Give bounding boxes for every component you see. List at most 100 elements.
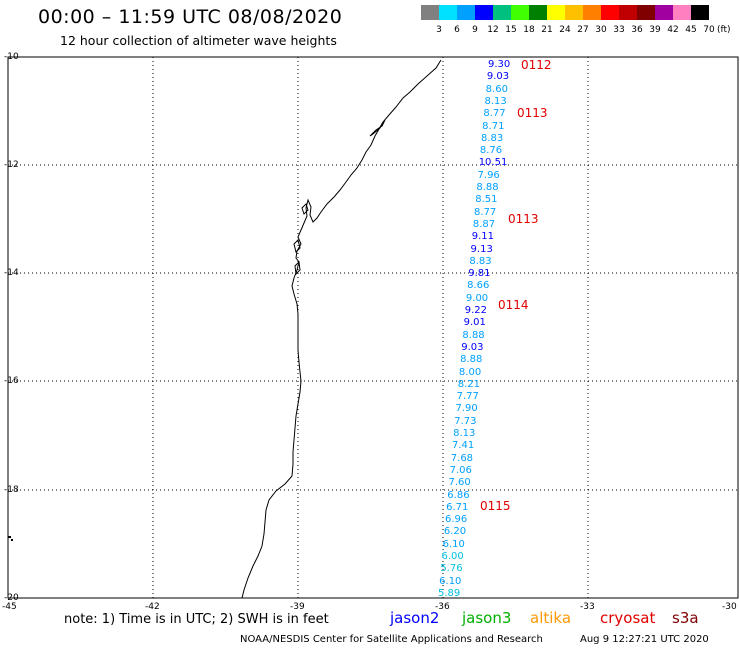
satellite-legend-item: cryosat bbox=[600, 609, 656, 627]
satellite-legend-item: jason2 bbox=[390, 609, 440, 627]
wave-height-value: 6.20 bbox=[443, 526, 467, 538]
scale-swatch bbox=[457, 5, 475, 20]
coastline-island bbox=[294, 260, 301, 276]
satellite-legend-item: s3a bbox=[672, 609, 699, 627]
scale-swatch bbox=[529, 5, 547, 20]
scale-label: 30 bbox=[595, 25, 607, 35]
x-tick-label: -33 bbox=[580, 602, 595, 612]
coastline bbox=[241, 59, 442, 599]
map-subtitle: 12 hour collection of altimeter wave hei… bbox=[60, 33, 337, 48]
wave-height-value: 8.51 bbox=[475, 194, 498, 206]
wave-height-value: 9.81 bbox=[468, 268, 491, 280]
generation-timestamp: Aug 9 12:27:21 UTC 2020 bbox=[580, 634, 709, 645]
wave-height-value: 7.90 bbox=[455, 403, 478, 415]
wave-height-value: 6.96 bbox=[444, 514, 468, 526]
scale-label: 18 bbox=[523, 25, 535, 35]
scale-label: 70 bbox=[703, 25, 715, 35]
wave-height-value: 8.66 bbox=[467, 280, 490, 292]
wave-height-value: 7.60 bbox=[448, 477, 471, 489]
scale-label: 39 bbox=[649, 25, 661, 35]
satellite-legend-item: jason3 bbox=[462, 609, 512, 627]
scale-swatch bbox=[601, 5, 619, 20]
y-tick-label: -12 bbox=[4, 160, 19, 170]
scale-label: 9 bbox=[472, 25, 478, 35]
wave-height-value: 6.00 bbox=[441, 551, 464, 563]
scale-swatch bbox=[565, 5, 583, 20]
wave-height-value: 7.73 bbox=[454, 415, 477, 427]
coastline-inlet bbox=[369, 119, 386, 137]
wave-height-value: 8.83 bbox=[469, 255, 492, 267]
y-tick-label: -14 bbox=[4, 268, 19, 278]
scale-label: 3 bbox=[436, 25, 442, 35]
wave-height-value: 8.21 bbox=[457, 378, 481, 390]
map-frame bbox=[7, 56, 739, 599]
scale-label: 33 bbox=[613, 25, 625, 35]
wave-height-value: 6.10 bbox=[439, 575, 462, 587]
wave-height-value: 8.71 bbox=[482, 120, 505, 132]
y-tick-label: -10 bbox=[4, 52, 19, 62]
y-tick-label: -18 bbox=[4, 485, 19, 495]
scale-swatch bbox=[619, 5, 637, 20]
wave-height-value: 8.87 bbox=[472, 218, 496, 230]
scale-swatch bbox=[475, 5, 493, 20]
y-tick-label: -16 bbox=[4, 376, 19, 386]
scale-swatch bbox=[547, 5, 565, 20]
coastline-island bbox=[293, 239, 301, 253]
wave-height-value: 9.00 bbox=[465, 292, 489, 304]
island-marker bbox=[8, 536, 11, 538]
wave-height-value: 7.41 bbox=[451, 440, 475, 452]
wave-height-value: 8.77 bbox=[474, 206, 497, 218]
scale-swatch bbox=[637, 5, 655, 20]
wave-height-value: 6.86 bbox=[447, 489, 470, 501]
wave-height-value: 8.76 bbox=[479, 145, 503, 157]
scale-label: 6 bbox=[454, 25, 460, 35]
track-label: 0114 bbox=[498, 298, 529, 312]
wave-height-value: 9.03 bbox=[461, 341, 484, 353]
scale-label: 27 bbox=[577, 25, 589, 35]
wave-height-value: 10.51 bbox=[478, 157, 508, 169]
grid-lines bbox=[8, 57, 738, 598]
wave-height-value: 9.11 bbox=[471, 231, 494, 243]
wave-height-value: 8.88 bbox=[476, 182, 499, 194]
x-tick-label: -45 bbox=[2, 602, 17, 612]
track-label: 0115 bbox=[480, 499, 511, 513]
scale-swatch bbox=[691, 5, 709, 20]
wave-height-value: 7.96 bbox=[477, 169, 500, 181]
wave-height-value: 8.13 bbox=[453, 428, 476, 440]
wave-height-value: 5.76 bbox=[440, 563, 463, 575]
x-tick-label: -42 bbox=[145, 602, 160, 612]
wave-height-value: 6.71 bbox=[446, 501, 469, 513]
wave-height-value: 7.68 bbox=[450, 452, 474, 464]
wave-height-value: 8.83 bbox=[481, 132, 504, 144]
x-tick-label: -36 bbox=[435, 602, 450, 612]
track-label: 0113 bbox=[517, 106, 548, 120]
wave-height-value: 9.22 bbox=[464, 305, 487, 317]
map-title: 00:00 – 11:59 UTC 08/08/2020 bbox=[38, 6, 343, 28]
coastline-island bbox=[301, 203, 309, 215]
scale-label: 45 bbox=[685, 25, 697, 35]
satellite-legend-item: altika bbox=[530, 609, 572, 627]
wave-height-value: 8.60 bbox=[485, 83, 508, 95]
scale-unit: (ft) bbox=[717, 25, 731, 35]
scale-label: 21 bbox=[541, 25, 553, 35]
wave-height-value: 7.77 bbox=[456, 391, 479, 403]
wave-height-value: 9.01 bbox=[463, 317, 486, 329]
wave-height-value: 7.06 bbox=[449, 464, 472, 476]
track-label: 0112 bbox=[521, 58, 552, 72]
wave-height-value: 9.30 bbox=[488, 59, 511, 70]
coastline-path bbox=[241, 59, 442, 599]
land-marker bbox=[8, 536, 13, 541]
x-tick-label: -30 bbox=[722, 602, 737, 612]
scale-swatch bbox=[655, 5, 673, 20]
credit-text: NOAA/NESDIS Center for Satellite Applica… bbox=[240, 634, 543, 645]
scale-swatch bbox=[421, 5, 439, 20]
note-text: note: 1) Time is in UTC; 2) SWH is in fe… bbox=[64, 612, 329, 627]
scale-label: 15 bbox=[505, 25, 517, 35]
scale-swatch bbox=[583, 5, 601, 20]
scale-label: 12 bbox=[487, 25, 499, 35]
scale-swatch bbox=[673, 5, 691, 20]
wave-height-value: 8.13 bbox=[484, 95, 507, 107]
wave-height-value: 8.88 bbox=[462, 329, 485, 341]
wave-height-value: 8.77 bbox=[483, 108, 506, 120]
